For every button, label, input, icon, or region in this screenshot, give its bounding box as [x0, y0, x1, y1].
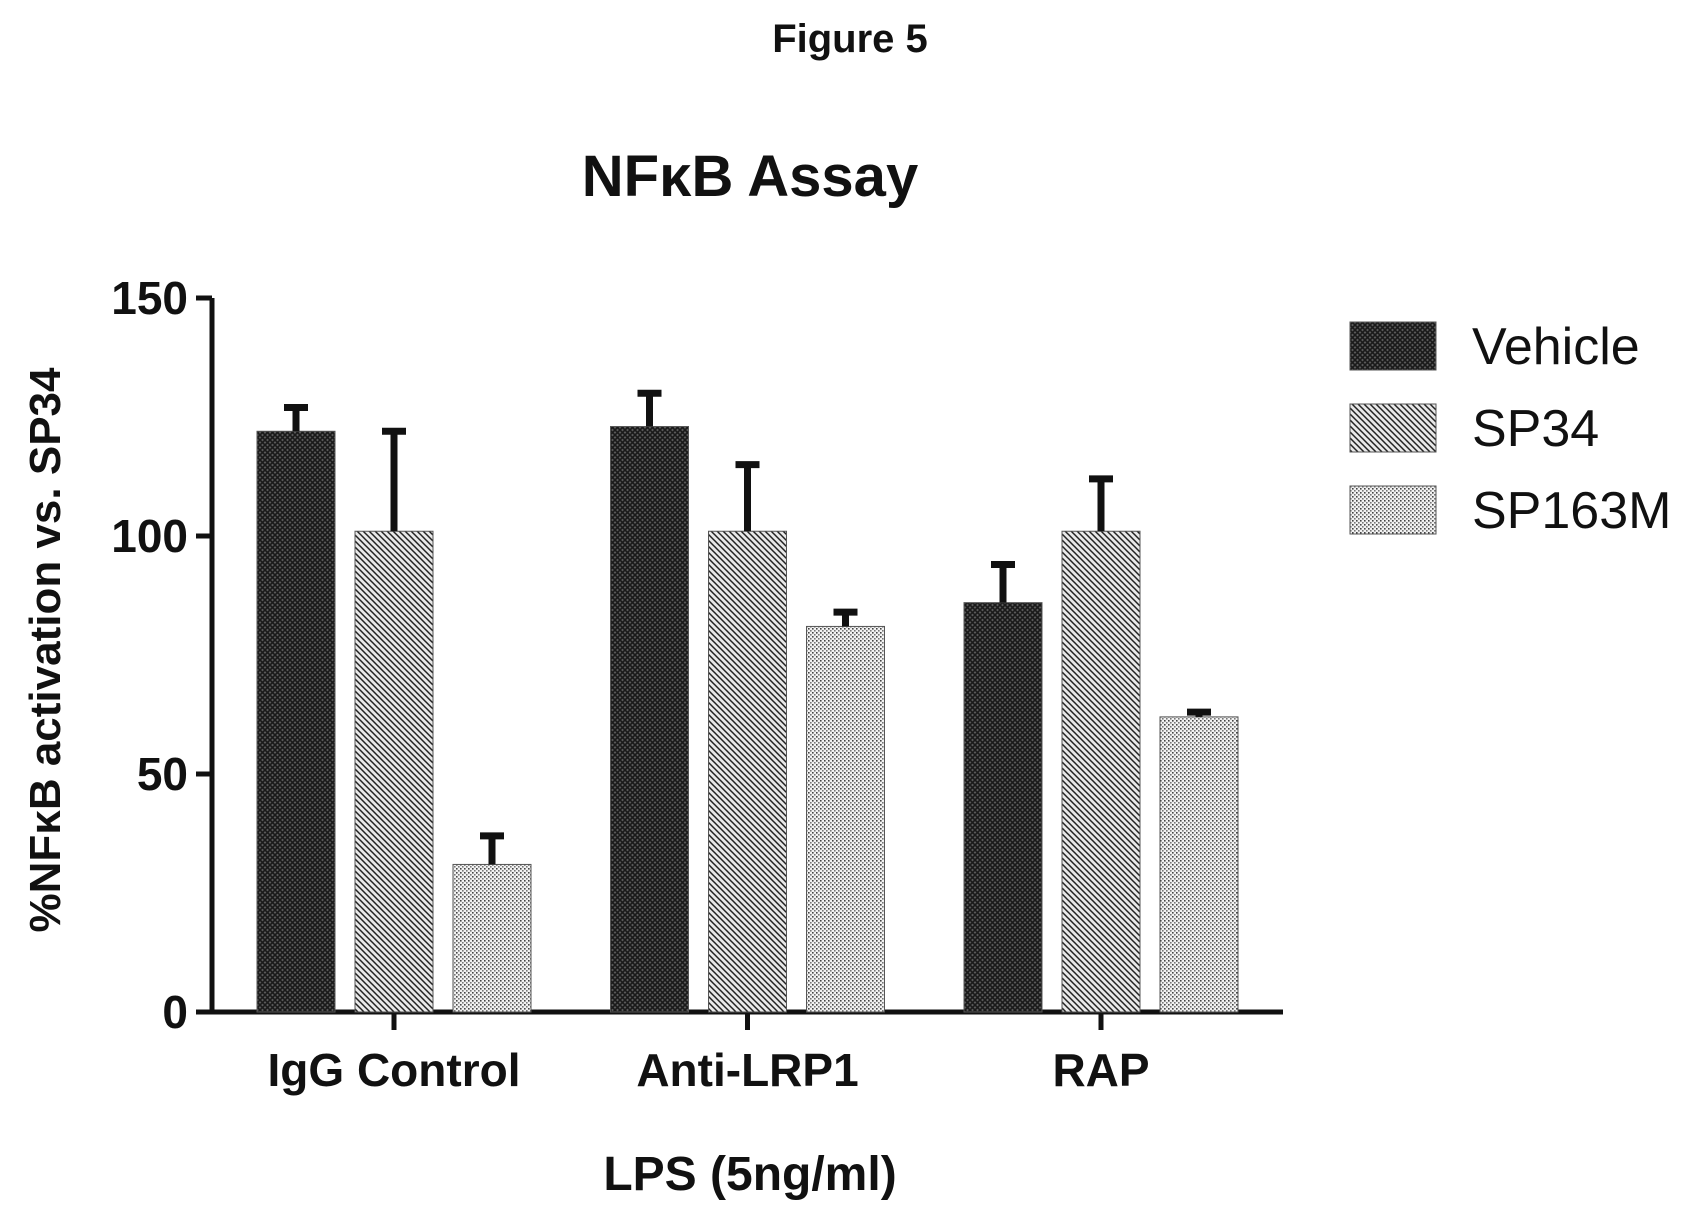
legend-label-sp34: SP34	[1472, 400, 1599, 458]
bar-sp34-rap	[1061, 530, 1141, 1013]
legend-swatch-vehicle	[1349, 321, 1437, 371]
bar-sp34-anti-lrp1	[708, 530, 787, 1013]
legend-label-sp163m: SP163M	[1472, 482, 1671, 540]
y-tick-label: 0	[162, 986, 188, 1038]
bar-vehicle-igg-control	[256, 430, 336, 1013]
legend-swatch-sp163m	[1349, 485, 1437, 535]
bar-vehicle-anti-lrp1	[610, 426, 689, 1013]
x-axis-label: LPS (5ng/ml)	[603, 1148, 896, 1201]
figure-label: Figure 5	[772, 17, 928, 61]
legend: Vehicle SP34 SP163M	[1349, 318, 1671, 540]
chart-title: NFκB Assay	[582, 144, 918, 209]
legend-swatch-sp34	[1349, 403, 1437, 453]
bars-group	[256, 389, 1239, 1013]
bar-sp163m-anti-lrp1	[806, 625, 885, 1013]
axes: 0 50 100 150 IgG Control Anti-LRP1 RAP	[111, 272, 1283, 1096]
legend-label-vehicle: Vehicle	[1472, 318, 1640, 376]
bar-sp34-igg-control	[354, 530, 434, 1013]
y-tick-label: 100	[111, 510, 188, 562]
y-tick-label: 150	[111, 272, 188, 324]
y-tick-label: 50	[137, 748, 188, 800]
x-tick-label: Anti-LRP1	[636, 1044, 858, 1096]
bar-sp163m-igg-control	[452, 863, 532, 1013]
x-tick-label: RAP	[1052, 1044, 1149, 1096]
bar-sp163m-rap	[1159, 716, 1239, 1013]
bar-vehicle-rap	[963, 602, 1043, 1013]
y-axis-label: %NFκB activation vs. SP34	[21, 367, 70, 932]
x-tick-label: IgG Control	[268, 1044, 521, 1096]
